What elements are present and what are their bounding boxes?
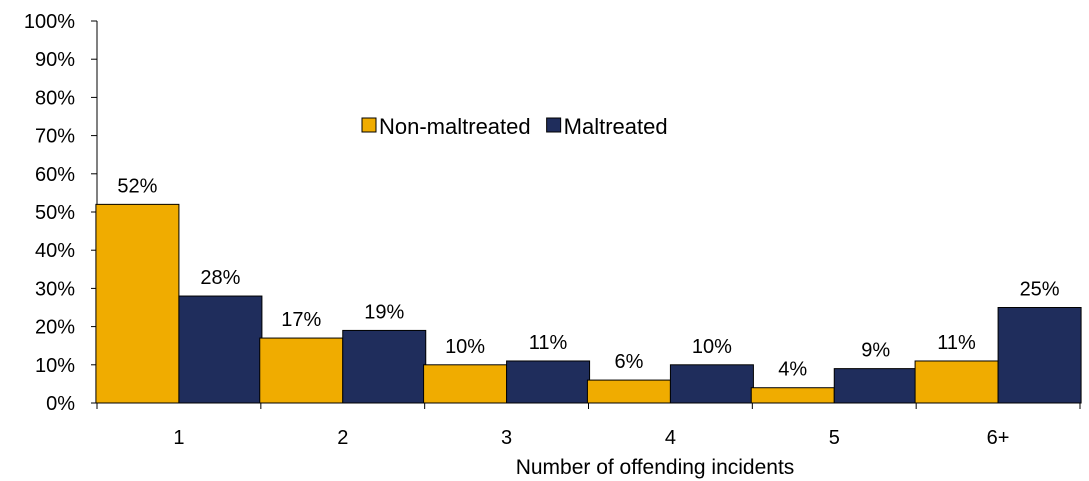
x-axis-title: Number of offending incidents bbox=[516, 456, 795, 479]
data-label: 6% bbox=[614, 351, 643, 373]
x-axis: 1 2 3 4 5 6+ bbox=[96, 402, 1081, 449]
y-tick-label: 40% bbox=[35, 240, 75, 262]
data-label: 10% bbox=[445, 336, 485, 358]
x-tick-label: 1 bbox=[173, 427, 184, 449]
data-label: 28% bbox=[200, 267, 240, 289]
y-tick-label: 20% bbox=[35, 317, 75, 339]
y-tick-label: 10% bbox=[35, 355, 75, 377]
data-label: 17% bbox=[281, 309, 321, 331]
y-tick-label: 0% bbox=[46, 393, 75, 415]
y-tick-label: 50% bbox=[35, 202, 75, 224]
bar-non-maltreated bbox=[423, 364, 508, 404]
bar-maltreated bbox=[506, 360, 591, 404]
legend-label: Non-maltreated bbox=[379, 114, 531, 139]
bars bbox=[95, 203, 1082, 404]
bar-maltreated bbox=[669, 364, 754, 404]
data-label: 4% bbox=[778, 359, 807, 381]
bar-maltreated bbox=[178, 295, 263, 404]
data-label: 52% bbox=[117, 175, 157, 197]
x-tick-label: 4 bbox=[665, 427, 676, 449]
x-tick-label: 3 bbox=[501, 427, 512, 449]
data-label: 11% bbox=[937, 332, 976, 354]
y-axis: 0% 10% 20% 30% 40% 50% 60% 70% 80% 90% 100% bbox=[24, 11, 98, 415]
x-tick-label: 6+ bbox=[987, 427, 1010, 449]
y-tick-label: 70% bbox=[35, 126, 75, 148]
y-tick-label: 90% bbox=[35, 49, 75, 71]
y-tick-label: 100% bbox=[24, 11, 75, 33]
x-tick-label: 5 bbox=[829, 427, 840, 449]
bar-non-maltreated bbox=[586, 379, 671, 404]
bar-non-maltreated bbox=[914, 360, 999, 404]
legend: Non-maltreated Maltreated bbox=[361, 114, 668, 139]
data-label: 9% bbox=[861, 340, 890, 362]
y-tick-label: 80% bbox=[35, 87, 75, 109]
legend-label: Maltreated bbox=[564, 114, 668, 139]
legend-swatch bbox=[361, 117, 377, 133]
bar-maltreated bbox=[833, 368, 918, 404]
data-label: 11% bbox=[529, 332, 568, 354]
bar-non-maltreated bbox=[95, 203, 180, 404]
data-label: 10% bbox=[692, 336, 732, 358]
x-tick-label: 2 bbox=[337, 427, 348, 449]
legend-swatch bbox=[546, 117, 562, 133]
data-label: 25% bbox=[1020, 279, 1060, 301]
y-tick-label: 30% bbox=[35, 278, 75, 300]
bar-maltreated bbox=[997, 307, 1082, 404]
bar-non-maltreated bbox=[750, 387, 835, 404]
data-labels: 52% 28% 17% 19% 10% 11% 6% 10% 4% 9% 11% 25% bbox=[117, 175, 1059, 380]
data-label: 19% bbox=[364, 301, 404, 323]
bar-maltreated bbox=[342, 329, 427, 404]
y-tick-label: 60% bbox=[35, 164, 75, 186]
bar-non-maltreated bbox=[259, 337, 344, 404]
